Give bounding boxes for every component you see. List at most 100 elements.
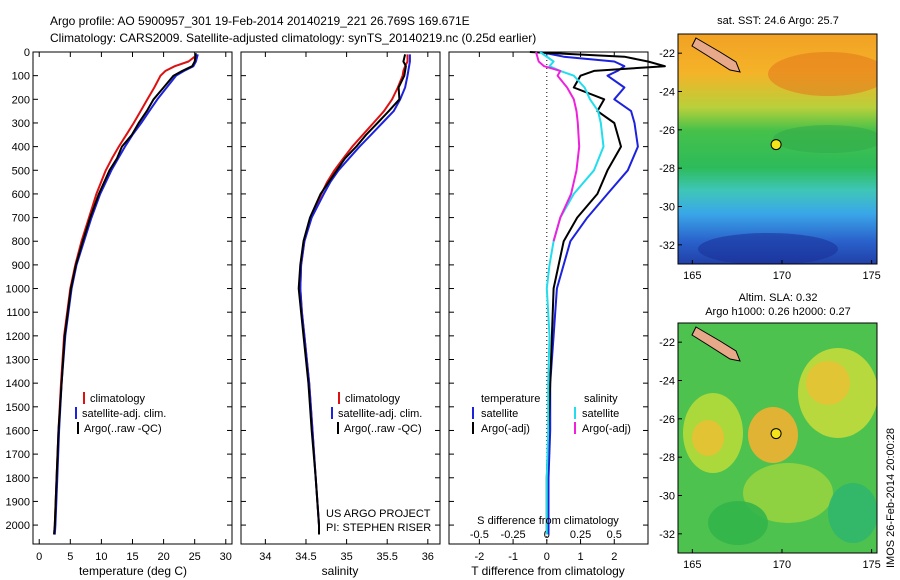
y-tick-label: -32 [659,240,675,252]
legend-temp-satellite-label: satellite [481,408,518,420]
y-tick-label: 1800 [6,473,30,485]
sla-patch [743,463,833,523]
s-tick-label: 0.5 [607,529,622,541]
y-tick-label: 1400 [6,378,30,390]
series-line [535,51,581,242]
x-tick-label: 165 [683,270,701,282]
y-tick-label: 200 [12,94,30,106]
figure-title-line2: Climatology: CARS2009. Satellite-adjuste… [50,31,536,45]
x-tick-label: 175 [862,559,880,571]
y-tick-label: -28 [659,452,675,464]
series-line [539,51,605,535]
project-annotation: US ARGO PROJECT [326,508,431,520]
legend-satellite-label: satellite-adj. clim. [338,408,422,420]
series-line [297,54,407,535]
x-tick-label: 2 [611,551,617,563]
y-tick-label: 1100 [6,307,30,319]
y-tick-label: 400 [12,142,30,154]
series-line [299,54,409,535]
difference-series [529,51,666,535]
series-line [529,51,666,535]
temperature-legend: climatology satellite-adj. clim. Argo(..… [75,392,166,435]
legend-climatology-label: climatology [345,393,401,405]
s-tick-label: 0 [544,529,550,541]
s-tick-label: -0.5 [470,529,489,541]
x-tick-label: 20 [157,551,169,563]
y-tick-label: 100 [12,71,30,83]
x-tick-label: 34 [259,551,271,563]
salinity-series [297,54,411,535]
temperature-series [53,53,199,535]
series-line [539,51,639,535]
y-tick-label: 1900 [6,496,30,508]
timestamp-label: IMOS 26-Feb-2014 20:00:28 [885,428,897,568]
x-tick-label: 36 [422,551,434,563]
sst-map-ticks: 165 170 175 -22 -24 -26 -28 -30 -32 [659,48,881,282]
x-tick-label: 165 [683,559,701,571]
x-tick-label: 34.5 [295,551,316,563]
sst-cold-patch [698,233,838,264]
series-line [53,54,199,535]
x-tick-label: -1 [508,551,518,563]
sla-low [828,483,877,543]
x-tick-label: -2 [474,551,484,563]
x-tick-label: 175 [862,270,880,282]
coastline-landmass [691,326,741,362]
y-tick-label: 1600 [6,425,30,437]
y-tick-label: -22 [659,337,675,349]
sla-map-ticks: 165 170 175 -22 -24 -26 -28 -30 -32 [659,337,881,571]
y-tick-label: -22 [659,48,675,60]
argo-position-marker [770,139,782,151]
argo-position-marker [770,428,782,440]
x-tick-label: 0 [36,551,42,563]
sst-map-frame [677,33,878,265]
y-tick-label: 900 [12,260,30,272]
y-tick-label: -24 [659,87,675,99]
y-tick-label: 700 [12,213,30,225]
y-tick-label: -30 [659,202,675,214]
temperature-xlabel: temperature (deg C) [79,564,187,578]
sst-map-canvas [678,34,877,264]
sla-map-frame [677,322,878,554]
x-tick-label: 5 [67,551,73,563]
coastline-landmass [691,37,741,73]
salinity-panel: 34 34.5 35 35.5 36 salinity climatology sate… [240,51,441,578]
y-tick-label: -28 [659,163,675,175]
legend-temp-argo-label: Argo(-adj) [481,423,530,435]
y-tick-label: 1300 [6,355,30,367]
legend-climatology-label: climatology [90,393,146,405]
sla-high [806,361,850,405]
x-tick-label: 30 [220,551,232,563]
y-tick-label: 500 [12,165,30,177]
sst-warm-patch [768,52,877,96]
sla-map-subtitle: Argo h1000: 0.26 h2000: 0.27 [705,306,851,318]
series-line [53,53,197,535]
x-tick-label: 1 [577,551,583,563]
salinity-ticks: 34 34.5 35 35.5 36 [241,51,440,563]
sst-map-panel: sat. SST: 24.6 Argo: 25.7 [659,15,881,282]
y-tick-label: 600 [12,189,30,201]
y-tick-label: -26 [659,414,675,426]
series-line [299,54,411,535]
salinity-xlabel: salinity [322,564,359,578]
salinity-diff-xlabel: S difference from climatology [477,515,619,527]
difference-panel: -2 -1 0 1 2 -0.5 -0.25 0 0.25 0.5 S difference fr… [448,51,666,578]
sla-map-title: Altim. SLA: 0.32 [739,292,818,304]
legend-sal-satellite-label: satellite [582,408,619,420]
pi-annotation: PI: STEPHEN RISER [326,522,431,534]
y-tick-label: -24 [659,376,675,388]
temperature-panel: 0 5 10 15 20 25 300100200300400500600700800900… [6,47,233,578]
x-tick-label: 35.5 [376,551,397,563]
sst-map-title: sat. SST: 24.6 Argo: 25.7 [717,15,839,27]
sla-map-panel: Altim. SLA: 0.32 Argo h1000: 0.26 h2000:… [659,292,881,571]
x-tick-label: 0 [544,551,550,563]
legend-temperature-header: temperature [481,393,540,405]
y-tick-label: 0 [24,47,30,59]
legend-salinity-header: salinity [584,393,618,405]
x-tick-label: 15 [126,551,138,563]
y-tick-label: -30 [659,491,675,503]
salinity-panel-frame [240,51,441,545]
legend-argo-label: Argo(..raw -QC) [344,423,422,435]
x-tick-label: 25 [189,551,201,563]
